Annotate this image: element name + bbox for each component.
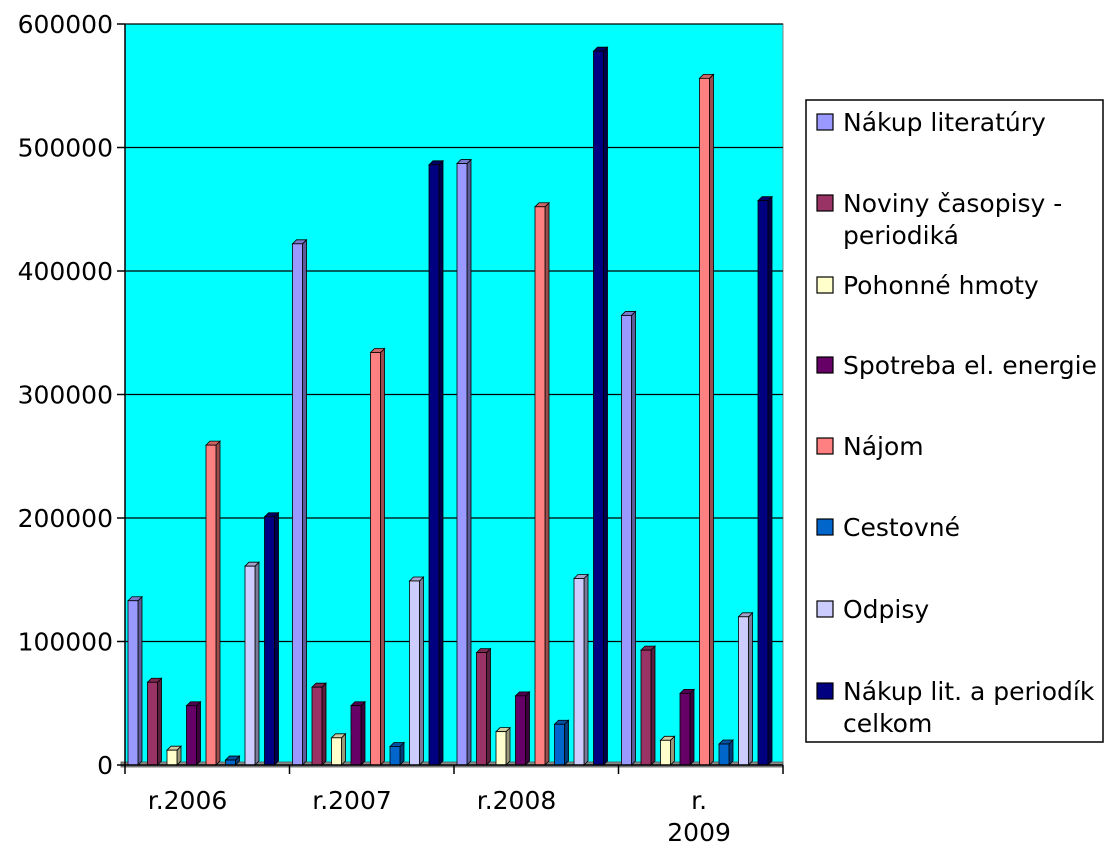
legend-item: Nájom (816, 432, 924, 461)
bar (408, 576, 425, 766)
y-tick-label: 200000 (18, 504, 113, 533)
legend-label: Cestovné (843, 513, 960, 542)
legend-swatch (816, 356, 834, 374)
legend-item: Pohonné hmoty (816, 271, 1039, 300)
bar (263, 511, 280, 766)
bar (456, 158, 472, 766)
bar (679, 688, 695, 766)
y-tick-label: 600000 (18, 10, 113, 39)
legend-item: Nákup literatúry (816, 108, 1046, 137)
bar (350, 700, 366, 766)
bar (737, 611, 754, 766)
legend-label: Spotreba el. energie (843, 351, 1097, 380)
bar (534, 201, 550, 766)
bar (166, 745, 182, 766)
legend-item: Odpisy (816, 595, 929, 624)
y-tick-label: 500000 (18, 134, 113, 163)
legend-item: Nákup lit. a periodík celkom (816, 677, 1095, 738)
legend-box (805, 99, 1104, 743)
legend-swatch (816, 600, 834, 618)
legend-swatch (816, 682, 834, 700)
bar (495, 726, 511, 766)
bar (475, 647, 492, 766)
x-tick-label: r. 2009 (667, 786, 731, 847)
legend-label: Pohonné hmoty (843, 271, 1039, 300)
bar (224, 755, 241, 766)
bar (291, 238, 308, 766)
bar (369, 347, 386, 766)
y-tick-label: 100000 (18, 628, 113, 657)
legend-swatch (816, 276, 834, 294)
x-tick-label: r.2008 (477, 786, 557, 815)
legend-label: Nákup lit. a periodík celkom (843, 677, 1095, 738)
bar (514, 690, 531, 766)
bar (592, 46, 609, 766)
bar (757, 195, 773, 766)
legend-item: Spotreba el. energie (816, 351, 1097, 380)
legend-label: Nákup literatúry (843, 108, 1046, 137)
legend-swatch (816, 113, 834, 131)
legend-swatch (816, 437, 834, 455)
bar (698, 73, 715, 766)
legend-label: Noviny časopisy -periodiká (843, 189, 1062, 250)
y-tick-label: 400000 (18, 257, 113, 286)
y-tick-label: 300000 (18, 381, 113, 410)
bar (330, 732, 347, 766)
bar (389, 741, 405, 766)
bar (205, 440, 221, 766)
legend: Nákup literatúry Noviny časopisy -periodi… (805, 99, 1104, 743)
plot-area (120, 23, 784, 768)
bar (146, 677, 163, 766)
bar (428, 159, 444, 766)
x-tick-label: r.2006 (148, 786, 228, 815)
bar (244, 561, 260, 766)
axes: 0 100000 200000 300000 400000 500000 600000 r.2… (18, 10, 784, 847)
legend-item: Noviny časopisy -periodiká (816, 189, 1062, 250)
x-tick-label: r.2007 (312, 786, 392, 815)
bar (185, 700, 202, 766)
bar (640, 645, 656, 766)
legend-label: Nájom (843, 432, 924, 461)
bar (718, 739, 734, 766)
bar (573, 573, 589, 766)
bar (311, 682, 327, 766)
legend-label: Odpisy (843, 595, 929, 624)
bar (127, 595, 143, 766)
legend-item: Cestovné (816, 513, 960, 542)
bar (553, 719, 570, 766)
bar (659, 735, 676, 766)
legend-swatch (816, 518, 834, 536)
legend-swatch (816, 194, 834, 212)
bar (620, 310, 637, 766)
y-tick-label: 0 (97, 751, 113, 780)
